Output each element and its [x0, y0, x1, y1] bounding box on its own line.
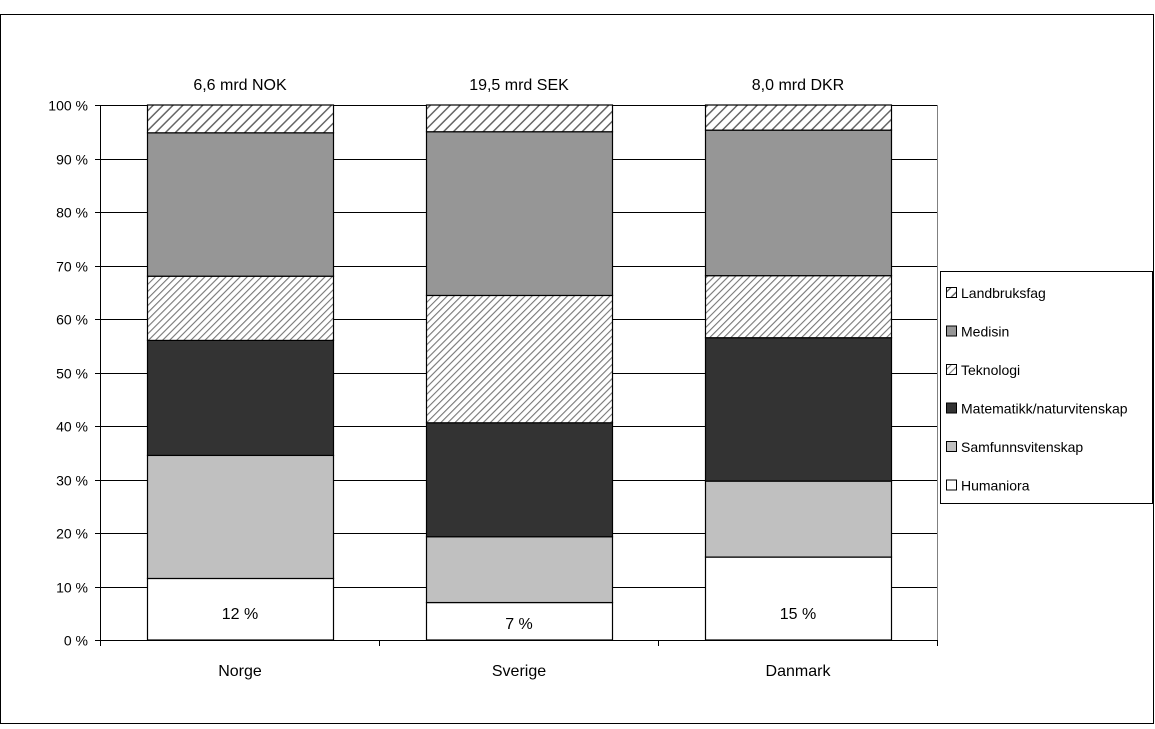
x-tick-label: Norge — [218, 663, 262, 680]
legend-swatch — [946, 364, 957, 375]
y-tick-label: 10 % — [56, 580, 88, 596]
bar-segment-danmark-3 — [704, 275, 893, 339]
y-tick-label: 40 % — [56, 419, 88, 435]
legend-label: Medisin — [961, 324, 1009, 340]
legend-box — [940, 271, 1153, 504]
legend-label: Samfunnsvitenskap — [961, 439, 1083, 455]
y-tick-label: 50 % — [56, 366, 88, 382]
y-tick-label: 70 % — [56, 259, 88, 275]
bar-segment-norge-5 — [146, 104, 335, 134]
y-tick-label: 30 % — [56, 473, 88, 489]
legend-swatch — [946, 325, 957, 337]
x-tick-label: Danmark — [766, 663, 832, 680]
legend-label: Teknologi — [961, 362, 1020, 378]
x-tick-label: Sverige — [492, 663, 546, 680]
bar-segment-norge-3 — [146, 275, 335, 342]
legend-label: Landbruksfag — [961, 285, 1046, 301]
y-tick-label: 0 % — [64, 633, 88, 649]
bar-segment-sverige-1 — [425, 536, 614, 604]
bar-segment-norge-0 — [146, 577, 335, 641]
y-tick-label: 100 % — [48, 98, 88, 114]
legend-swatch — [946, 287, 957, 298]
bar-segment-danmark-0 — [704, 556, 893, 641]
bar-segment-norge-2 — [146, 339, 335, 457]
legend-label: Humaniora — [961, 478, 1030, 494]
legend-swatch — [946, 402, 957, 414]
bar-total-label: 6,6 mrd NOK — [193, 77, 287, 94]
bar-segment-danmark-5 — [704, 104, 893, 131]
bar-segment-danmark-4 — [704, 129, 893, 277]
y-tick-label: 90 % — [56, 152, 88, 168]
bar-segment-danmark-1 — [704, 480, 893, 558]
data-label: 7 % — [505, 616, 533, 633]
y-tick-label: 20 % — [56, 526, 88, 542]
legend-swatch — [946, 441, 957, 452]
legend-swatch — [946, 479, 957, 491]
y-tick-label: 80 % — [56, 205, 88, 221]
bar-segment-norge-4 — [146, 132, 335, 277]
bar-segment-sverige-2 — [425, 422, 614, 538]
data-label: 12 % — [222, 606, 258, 623]
data-label: 15 % — [780, 606, 816, 623]
legend-label: Matematikk/naturvitenskap — [961, 401, 1128, 417]
bar-segment-sverige-3 — [425, 294, 614, 424]
y-tick-label: 60 % — [56, 312, 88, 328]
bar-total-label: 19,5 mrd SEK — [469, 77, 569, 94]
bar-total-label: 8,0 mrd DKR — [752, 77, 844, 94]
bar-segment-sverige-0 — [425, 601, 614, 641]
bar-segment-sverige-4 — [425, 131, 614, 297]
bar-segment-danmark-2 — [704, 337, 893, 482]
bar-segment-sverige-5 — [425, 104, 614, 133]
bar-segment-norge-1 — [146, 454, 335, 580]
